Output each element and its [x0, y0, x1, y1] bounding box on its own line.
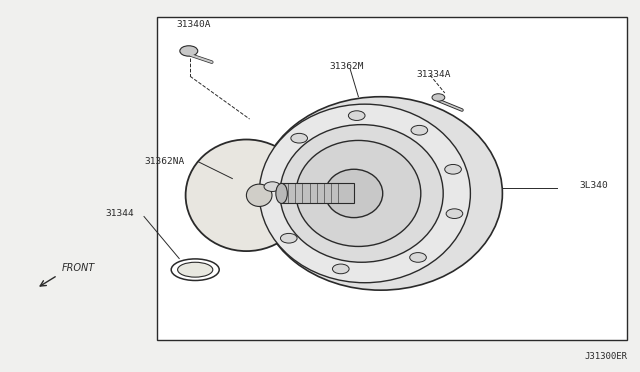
Bar	[157, 17, 627, 340]
Ellipse shape	[178, 262, 212, 277]
Text: FRONT: FRONT	[62, 263, 95, 273]
Circle shape	[411, 125, 428, 135]
Circle shape	[264, 182, 281, 192]
Circle shape	[410, 253, 426, 262]
Circle shape	[445, 164, 461, 174]
Text: 31362NA: 31362NA	[144, 157, 184, 166]
Circle shape	[180, 46, 198, 56]
Ellipse shape	[259, 104, 470, 283]
Bar	[282, 183, 354, 203]
Text: 31362M: 31362M	[330, 62, 364, 71]
Text: 31334A: 31334A	[416, 70, 451, 79]
Circle shape	[432, 94, 445, 101]
Ellipse shape	[296, 140, 421, 246]
Ellipse shape	[280, 125, 443, 262]
Circle shape	[446, 209, 463, 218]
Ellipse shape	[259, 97, 502, 290]
Text: J31300ER: J31300ER	[584, 352, 627, 361]
Text: 31344: 31344	[106, 209, 134, 218]
Ellipse shape	[186, 140, 307, 251]
Text: 3L340: 3L340	[579, 182, 608, 190]
Circle shape	[291, 134, 307, 143]
Text: 31340A: 31340A	[176, 20, 211, 29]
Circle shape	[332, 264, 349, 274]
Ellipse shape	[325, 169, 383, 218]
Ellipse shape	[276, 183, 287, 203]
Circle shape	[348, 111, 365, 121]
Ellipse shape	[246, 184, 272, 206]
Circle shape	[280, 233, 297, 243]
